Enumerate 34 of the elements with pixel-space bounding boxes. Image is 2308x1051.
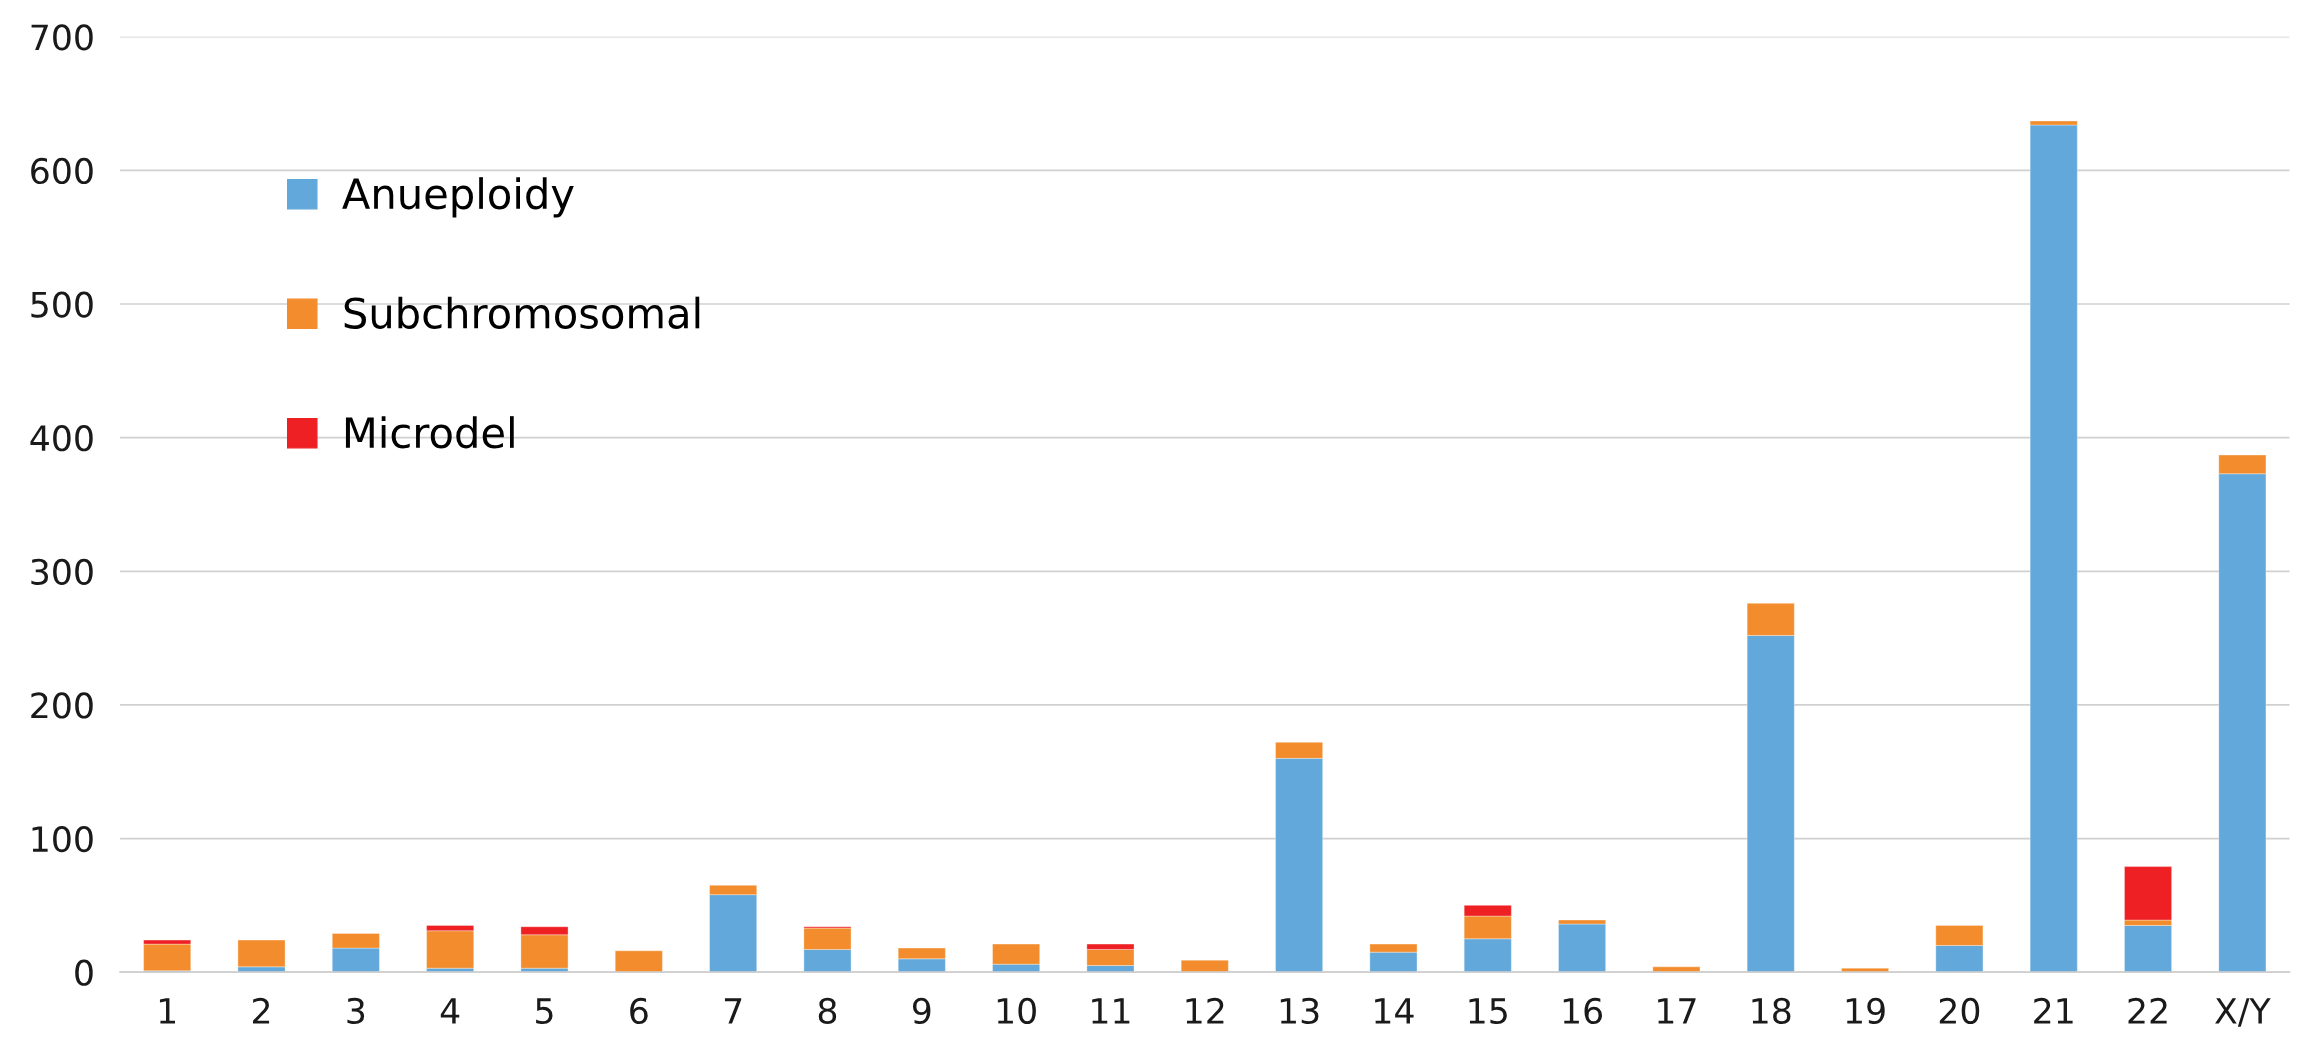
y-tick-label: 300 xyxy=(31,558,93,585)
x-tick-label: 6 xyxy=(630,997,648,1025)
x-tick-label: 13 xyxy=(1280,997,1319,1025)
x-tick-label: 17 xyxy=(1658,998,1696,1024)
x-tick-label: 7 xyxy=(724,998,742,1024)
y-tick-label: 0 xyxy=(75,959,93,986)
y-tick-label: 200 xyxy=(31,692,93,719)
x-tick-label: 9 xyxy=(912,997,931,1025)
x-tick-label: 1 xyxy=(159,998,176,1024)
y-tick-label: 400 xyxy=(30,425,93,452)
x-tick-label: 12 xyxy=(1186,997,1224,1024)
legend-label: Anueploidy xyxy=(342,177,574,218)
legend-label: Microdel xyxy=(345,416,514,449)
x-tick-label: 4 xyxy=(440,998,460,1024)
x-tick-label: X/Y xyxy=(2215,998,2271,1027)
x-tick-label: 22 xyxy=(2128,997,2167,1024)
x-tick-label: 15 xyxy=(1469,998,1507,1025)
x-tick-label: 16 xyxy=(1563,997,1602,1025)
x-tick-label: 2 xyxy=(253,997,270,1024)
y-tick-label: 100 xyxy=(32,825,93,853)
x-tick-label: 3 xyxy=(347,997,365,1025)
y-tick-label: 500 xyxy=(31,291,93,318)
y-tick-label: 700 xyxy=(31,24,93,51)
y-tick-label: 600 xyxy=(31,157,93,185)
x-tick-label: 20 xyxy=(1939,997,1980,1025)
x-tick-label: 8 xyxy=(818,997,837,1025)
x-tick-label: 18 xyxy=(1752,997,1791,1025)
x-tick-label: 5 xyxy=(536,998,553,1025)
x-tick-label: 11 xyxy=(1092,998,1130,1024)
x-tick-label: 14 xyxy=(1375,998,1414,1024)
x-tick-label: 10 xyxy=(997,997,1036,1025)
x-tick-label: 19 xyxy=(1846,997,1885,1025)
legend-label: Subchromosomal xyxy=(344,296,700,329)
x-tick-label: 21 xyxy=(2034,997,2073,1024)
